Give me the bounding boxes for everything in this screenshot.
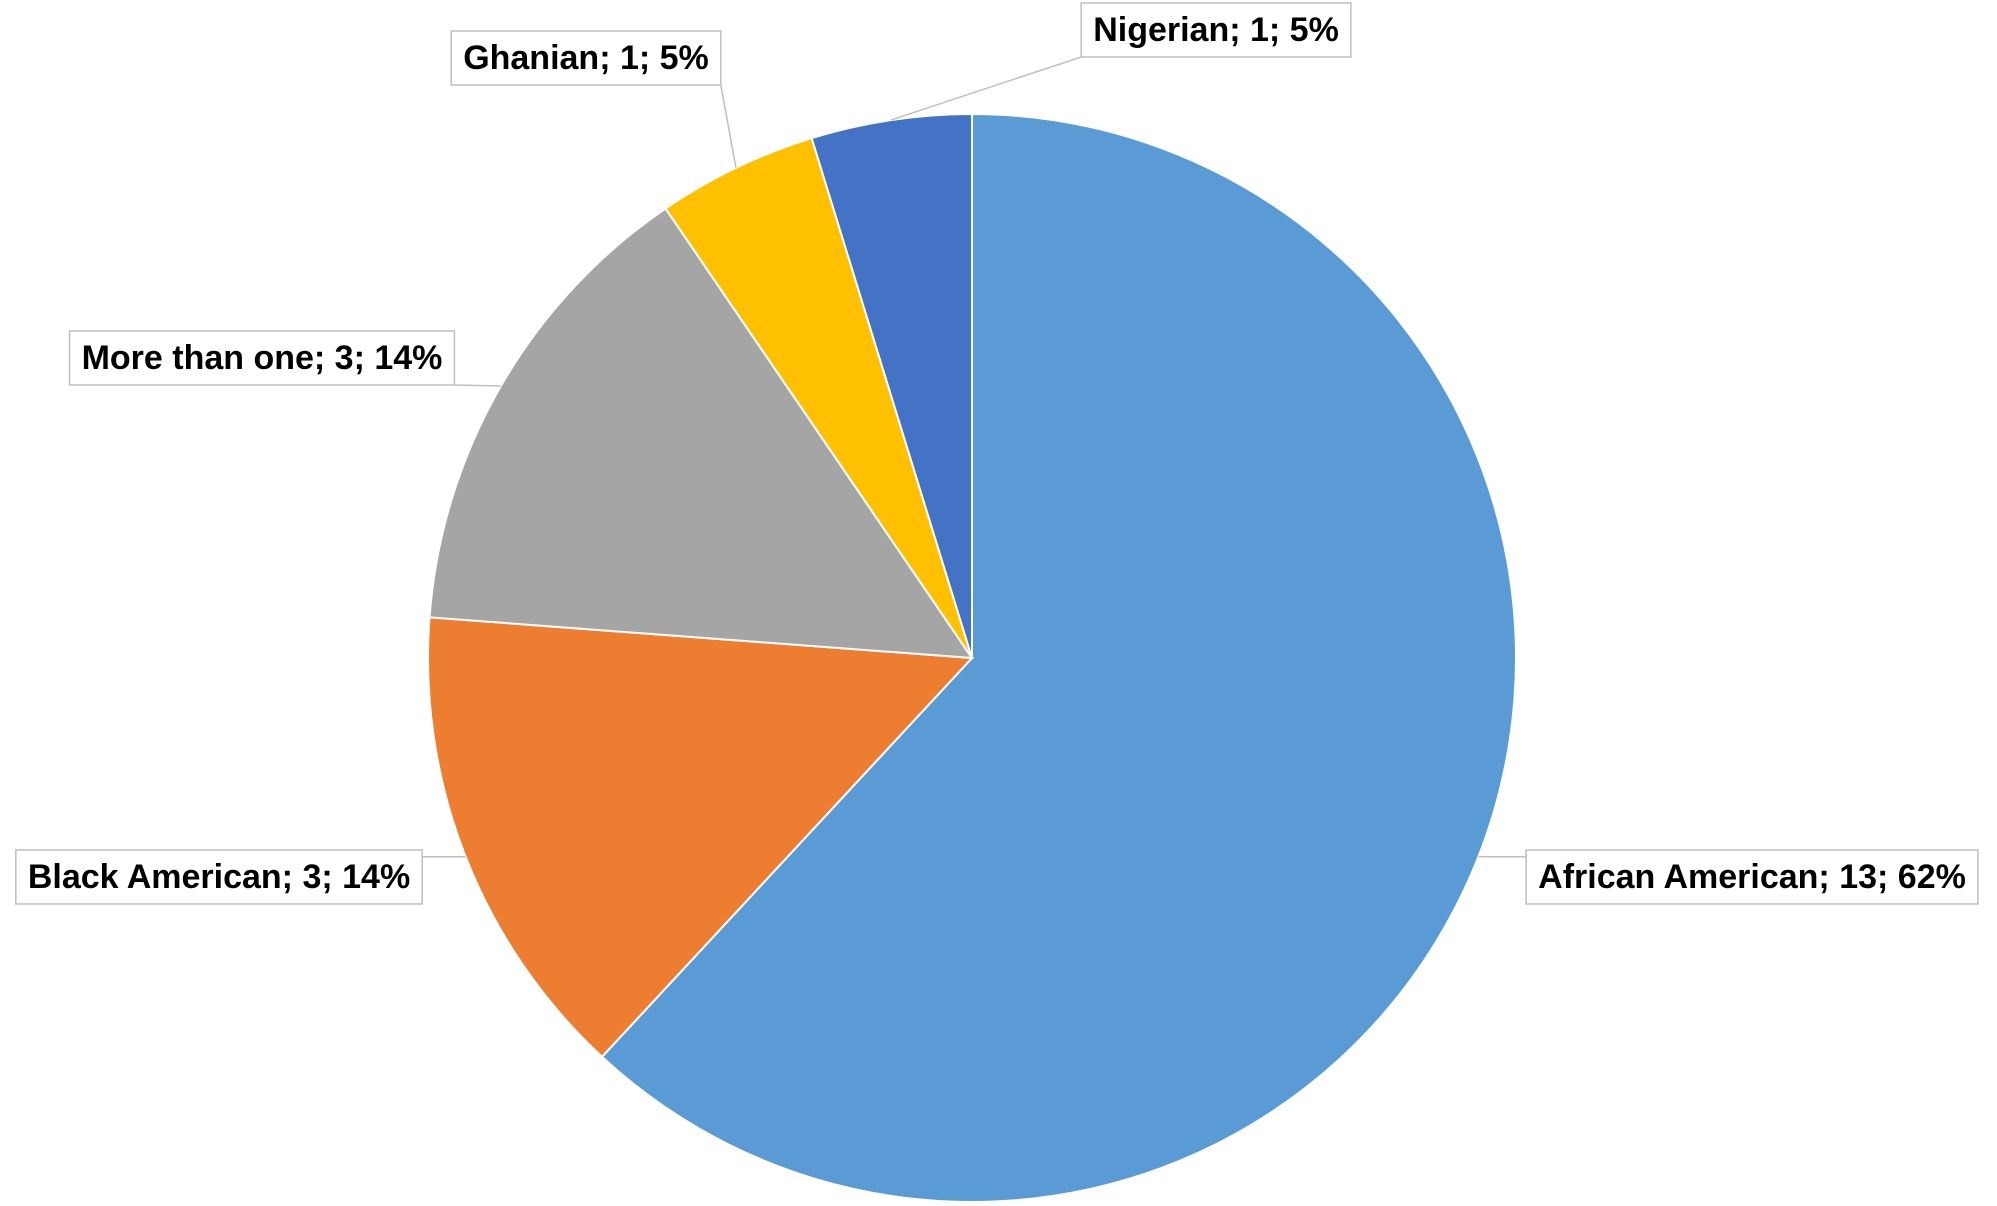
pie-slice — [810, 112, 973, 659]
pie-slice — [664, 136, 973, 659]
label-box — [15, 849, 423, 905]
label-box — [1525, 849, 1979, 905]
data-label: Nigerian; 1; 5% — [1093, 11, 1339, 49]
label-box — [68, 330, 456, 386]
data-label: Black American; 3; 14% — [28, 858, 410, 896]
labels: African American; 13; 62% Black American;… — [15, 2, 1979, 905]
leader-line — [720, 84, 737, 169]
data-label: African American; 13; 62% — [1538, 858, 1966, 896]
slices — [422, 56, 1527, 1203]
label-box — [1080, 2, 1352, 58]
label-box — [450, 30, 722, 86]
leader-line — [454, 384, 501, 387]
pie-slice — [600, 112, 1517, 1203]
leader-line — [890, 56, 1082, 121]
data-label: Ghanian; 1; 5% — [463, 39, 709, 77]
data-label: More than one; 3; 14% — [82, 339, 443, 377]
